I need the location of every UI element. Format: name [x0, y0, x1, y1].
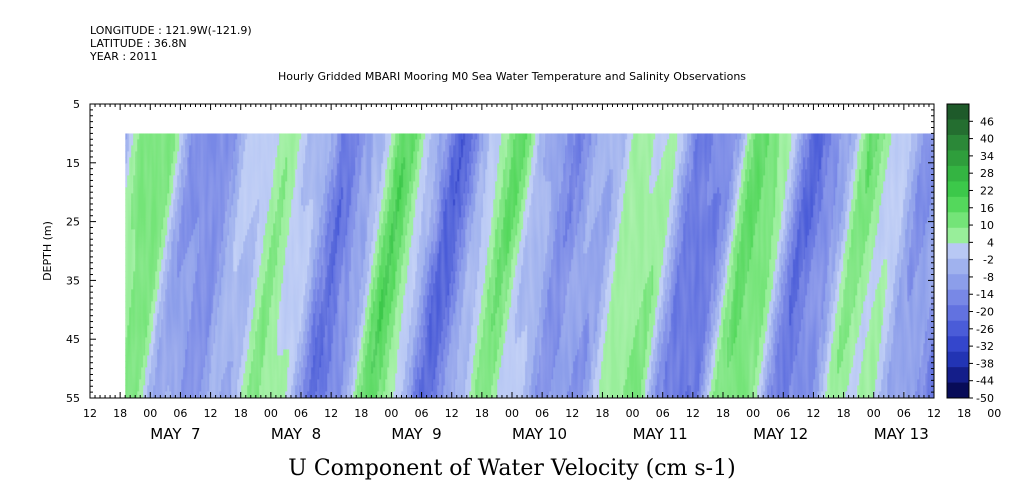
- longitude-label: LONGITUDE : 121.9W(-121.9): [90, 24, 252, 37]
- plot-title: Hourly Gridded MBARI Mooring M0 Sea Wate…: [278, 70, 746, 83]
- year-label: YEAR : 2011: [89, 50, 158, 63]
- latitude-label: LATITUDE : 36.8N: [90, 37, 187, 50]
